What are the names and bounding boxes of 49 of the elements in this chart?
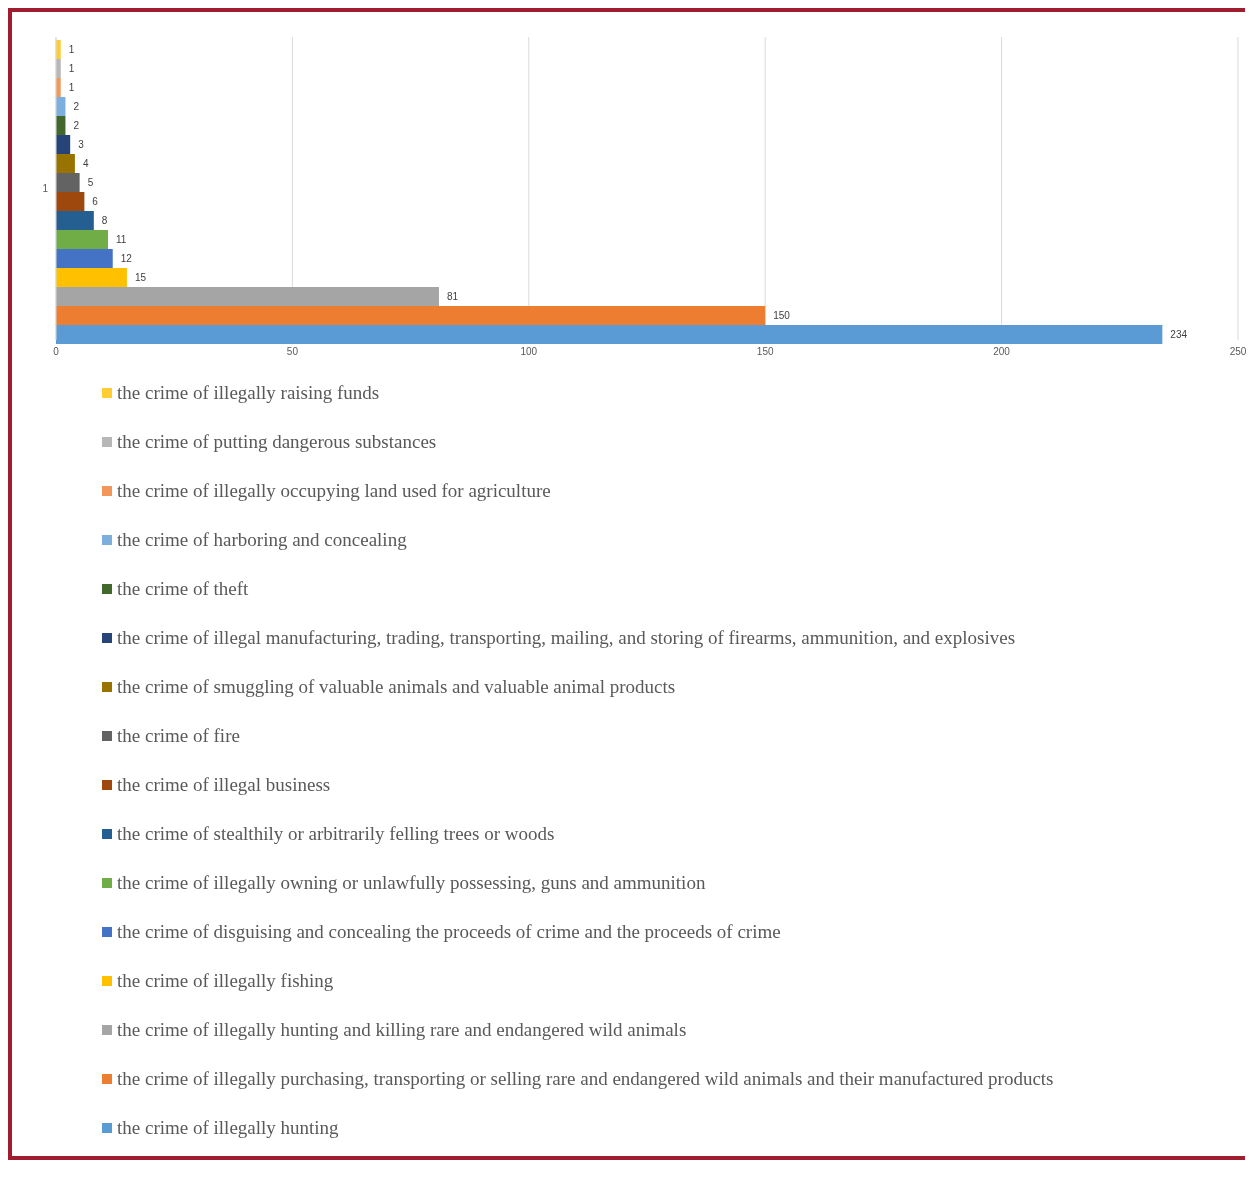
legend-label: the crime of theft [117,577,249,600]
legend-label: the crime of illegally owning or unlawfully possessing, guns and ammunition [117,871,706,894]
data-label: 3 [78,139,85,151]
data-label: 1 [68,63,75,75]
legend-label: the crime of illegally fishing [117,969,334,992]
bar [56,268,127,288]
legend-label: the crime of illegal business [117,773,331,796]
legend-label: the crime of illegally purchasing, transporting or selling rare and endangered wild animals and their manufactured products [117,1067,1054,1090]
data-label: 15 [134,272,147,284]
bar [56,287,439,307]
x-tick-label: 250 [1229,346,1247,358]
data-label: 8 [101,215,108,227]
legend-label: the crime of illegally occupying land used for agriculture [117,479,551,502]
legend-label: the crime of illegally hunting [117,1116,339,1139]
data-label: 234 [1170,329,1188,341]
data-label: 5 [87,177,94,189]
bar [56,306,766,326]
bar [56,135,71,155]
data-label: 2 [73,101,80,113]
x-tick-label: 150 [756,346,774,358]
x-tick-label: 50 [286,346,299,358]
x-tick-label: 200 [993,346,1011,358]
legend-label: the crime of harboring and concealing [117,528,407,551]
bar [56,325,1163,345]
bar [56,230,109,250]
bar [56,154,75,174]
legend-label: the crime of putting dangerous substances [117,430,437,453]
bar [56,211,94,231]
legend-label: the crime of illegally hunting and killing rare and endangered wild animals [117,1018,687,1041]
data-label: 4 [82,158,89,170]
x-tick-label: 0 [53,346,60,358]
data-label: 11 [116,234,127,246]
data-label: 2 [73,120,80,132]
bar [56,249,113,269]
bar [56,192,85,212]
data-label: 1 [68,44,75,56]
legend-label: the crime of illegal manufacturing, trading, transporting, mailing, and storing of firearms, ammunition, and explosives [117,626,1016,649]
legend-label: the crime of disguising and concealing the proceeds of crime and the proceeds of crime [117,920,781,943]
data-label: 150 [773,310,791,322]
legend-label: the crime of stealthily or arbitrarily felling trees or woods [117,822,555,845]
data-label: 81 [446,291,459,303]
bar [56,173,80,193]
legend-label: the crime of fire [117,724,240,747]
data-label: 12 [120,253,133,265]
x-tick-label: 100 [520,346,538,358]
legend-label: the crime of illegally raising funds [117,381,380,404]
legend-label: the crime of smuggling of valuable animals and valuable animal products [117,675,676,698]
data-label: 1 [68,82,75,94]
data-label: 6 [92,196,99,208]
